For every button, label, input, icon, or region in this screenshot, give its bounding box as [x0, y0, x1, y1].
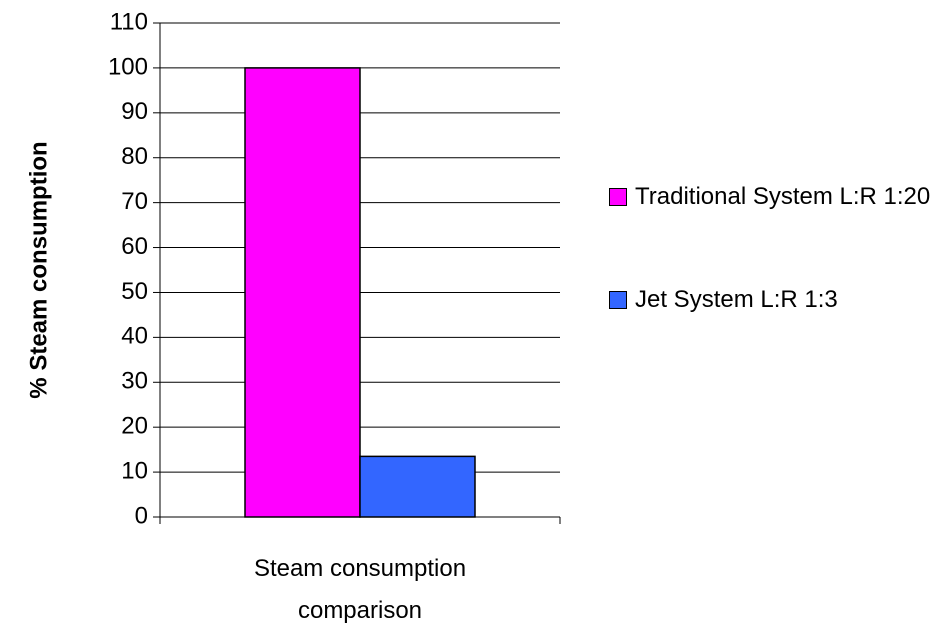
legend-label: Jet System L:R 1:3: [635, 286, 838, 313]
y-tick-label: 40: [121, 323, 148, 350]
bar: [359, 455, 476, 518]
y-tick-label: 80: [121, 143, 148, 170]
legend-item: Jet System L:R 1:3: [609, 283, 939, 317]
y-tick-label: 110: [110, 8, 148, 35]
legend-swatch: [609, 291, 627, 309]
y-tick-label: 20: [121, 413, 148, 440]
y-tick-label: 70: [121, 188, 148, 215]
legend-swatch: [609, 188, 627, 206]
y-tick-label: 50: [121, 278, 148, 305]
y-tick-label: 90: [121, 98, 148, 125]
y-tick-label: 30: [121, 368, 148, 395]
x-tick-label: Steam consumption comparison: [253, 555, 467, 624]
legend-item: Traditional System L:R 1:20: [609, 180, 939, 214]
y-tick-label: 60: [121, 233, 148, 260]
y-tick-label: 10: [121, 457, 148, 484]
bar: [244, 67, 361, 518]
legend-label: Traditional System L:R 1:20: [635, 183, 931, 210]
y-axis-label: % Steam consumption: [25, 141, 52, 398]
y-tick-label: 100: [108, 53, 148, 80]
y-tick-label: 0: [135, 502, 148, 529]
